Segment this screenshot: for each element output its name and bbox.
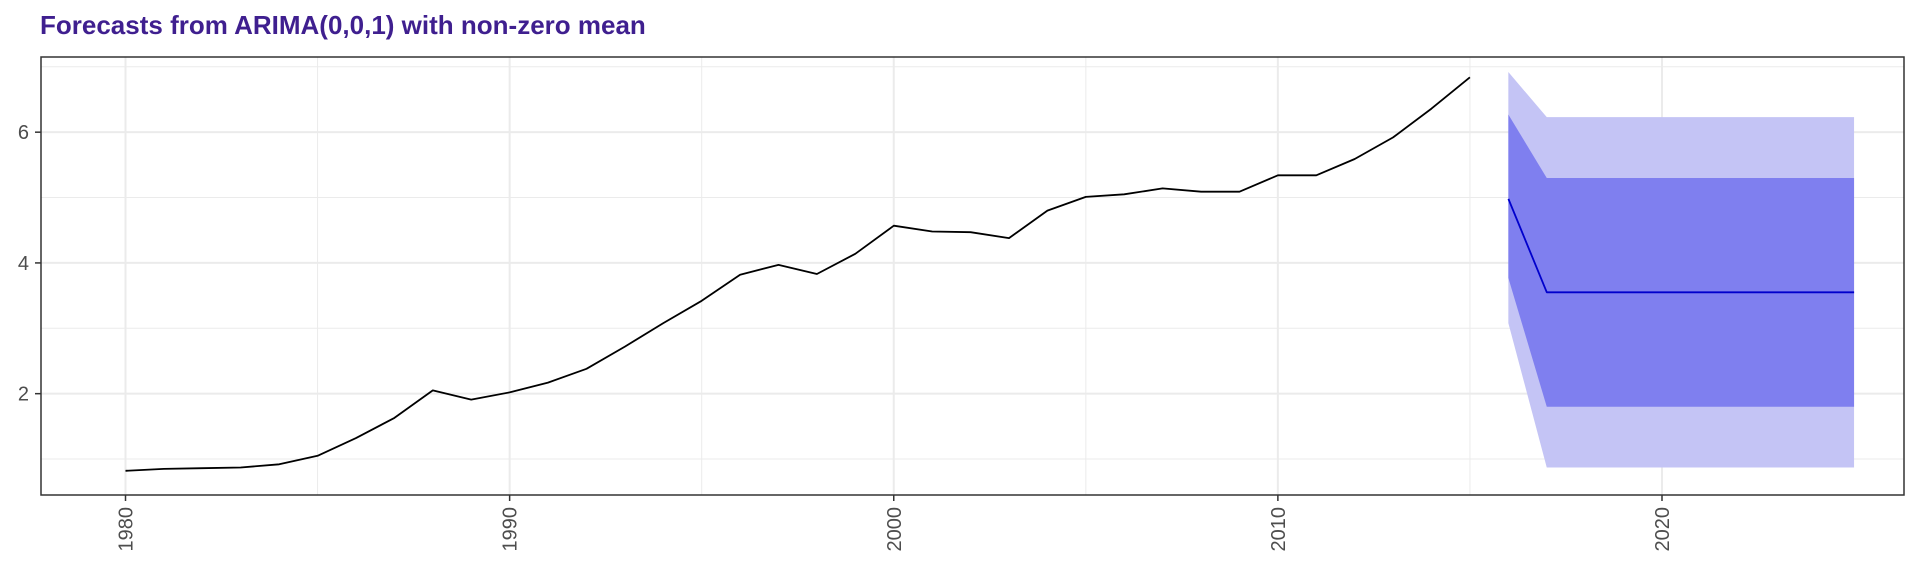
- x-tick-label: 2010: [1268, 507, 1290, 552]
- prediction-interval-80: [1508, 114, 1855, 407]
- y-tick-label: 2: [18, 384, 29, 406]
- historical-series-line: [125, 76, 1471, 472]
- x-tick-label: 1980: [116, 507, 138, 552]
- forecast-mean-line: [1507, 198, 1855, 294]
- x-tick-label: 2020: [1652, 507, 1674, 552]
- plot-panel-border: [40, 56, 1905, 496]
- x-tick-label: 2000: [884, 507, 906, 552]
- x-tick-label: 1990: [500, 507, 522, 552]
- y-tick-label: 6: [18, 122, 29, 144]
- y-tick-label: 4: [18, 253, 29, 275]
- chart-title: Forecasts from ARIMA(0,0,1) with non-zer…: [40, 10, 646, 40]
